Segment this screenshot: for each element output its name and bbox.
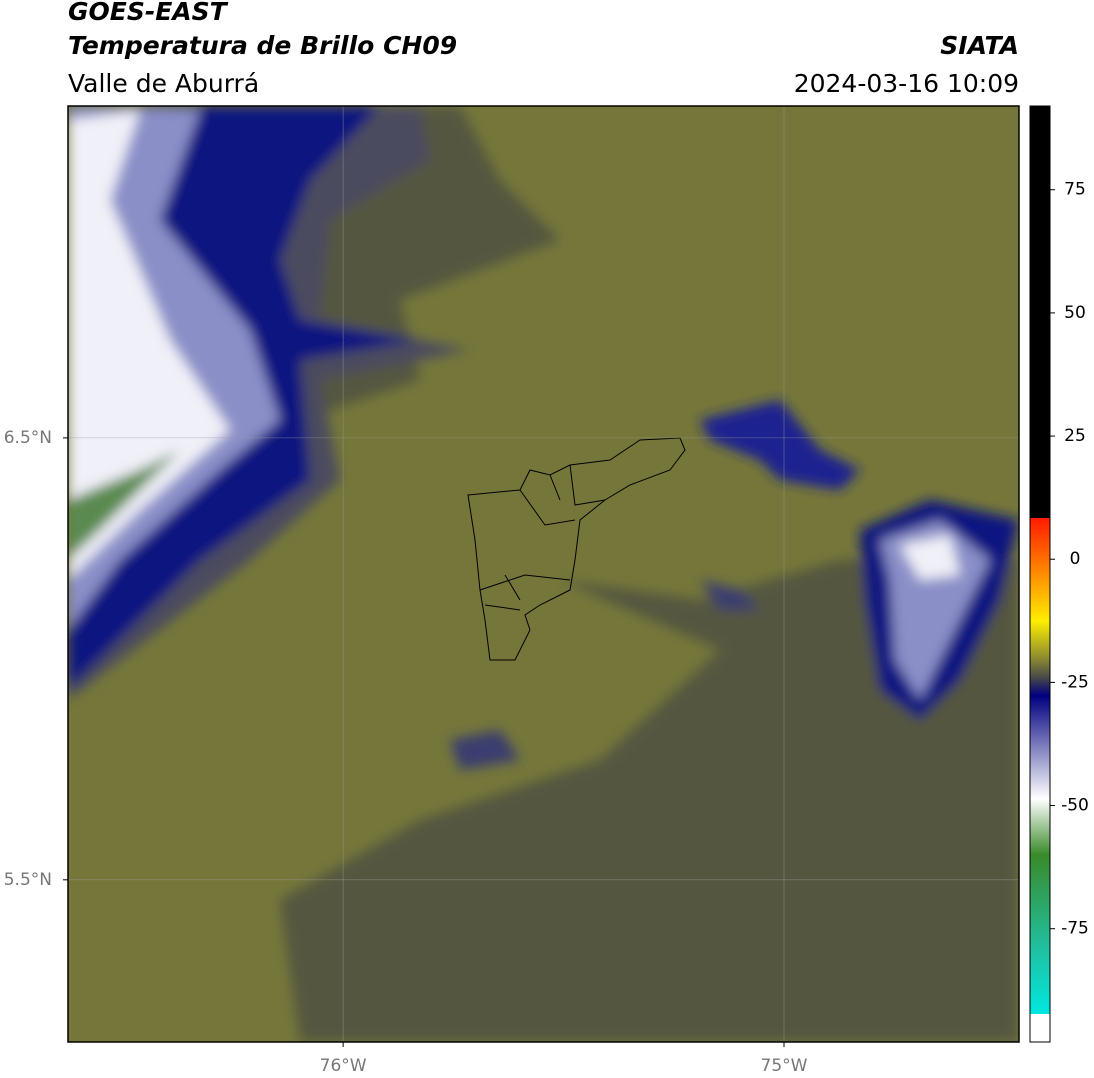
colorbar-tick-label: -50 bbox=[1061, 796, 1089, 816]
brand: SIATA bbox=[940, 31, 1019, 60]
x-tick-label: 76°W bbox=[320, 1056, 367, 1076]
colorbar-tick-label: 50 bbox=[1064, 303, 1086, 323]
municipality-boundaries bbox=[467, 437, 686, 661]
map-frame bbox=[67, 105, 1020, 1043]
region: Valle de Aburrá bbox=[68, 69, 259, 98]
datetime: 2024-03-16 10:09 bbox=[794, 69, 1019, 98]
colorbar bbox=[1029, 105, 1051, 1043]
title: GOES-EAST bbox=[68, 0, 229, 26]
map-field bbox=[68, 106, 1019, 1042]
y-tick-label: 5.5°N bbox=[4, 870, 52, 890]
y-tick-label: 6.5°N bbox=[4, 428, 52, 448]
subtitle: Temperatura de Brillo CH09 bbox=[68, 31, 457, 60]
colorbar-tick-label: 25 bbox=[1064, 426, 1086, 446]
colorbar-tick-label: -25 bbox=[1061, 672, 1089, 692]
x-tick-label: 75°W bbox=[761, 1056, 808, 1076]
colorbar-tick-label: 75 bbox=[1064, 180, 1086, 200]
colorbar-tick-label: 0 bbox=[1070, 549, 1081, 569]
colorbar-tick-label: -75 bbox=[1061, 919, 1089, 939]
